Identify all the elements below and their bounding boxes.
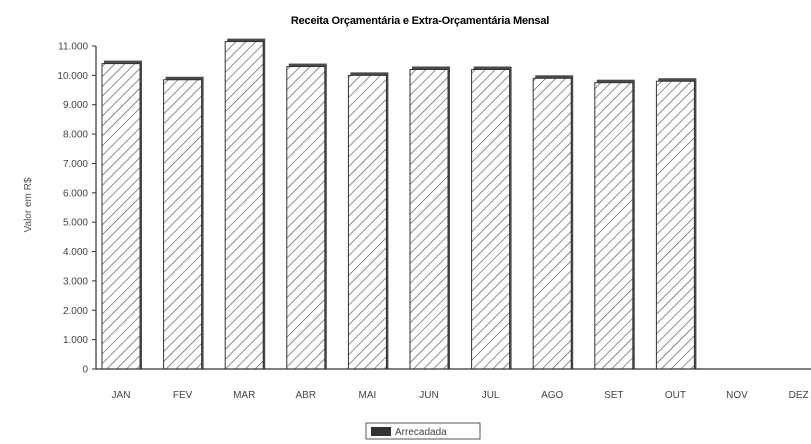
y-tick-label: 1.000 — [63, 335, 88, 346]
y-tick-label: 5.000 — [63, 218, 88, 229]
x-tick-label-mar: MAR — [233, 390, 255, 401]
y-tick-label: 3.000 — [63, 276, 88, 287]
x-tick-label-abr: ABR — [296, 390, 317, 401]
bar-fev — [163, 79, 203, 370]
y-tick-label: 4.000 — [63, 247, 88, 258]
bar-jan — [101, 63, 141, 370]
y-tick-label: 11.000 — [58, 42, 88, 53]
x-axis-labels: JAN FEV MAR ABR MAI JUN JUL AGO SET OUT NOV DEZ — [112, 390, 809, 401]
bar-jul — [471, 68, 511, 370]
y-tick-label: 7.000 — [63, 159, 88, 170]
y-tick-label: 8.000 — [63, 130, 88, 141]
bar-abr — [286, 66, 326, 370]
bar-set — [594, 82, 634, 370]
y-tick-label: 0 — [82, 365, 88, 376]
x-tick-label-mai: MAI — [359, 390, 377, 401]
legend-swatch-arrecadada — [371, 427, 391, 436]
y-axis-ticks: 0 1.000 2.000 3.000 4.000 5.000 6.000 7.000 8.00… — [57, 42, 96, 376]
bars — [101, 38, 697, 370]
y-tick-label: 6.000 — [63, 188, 88, 199]
x-tick-label-jun: JUN — [419, 390, 438, 401]
x-tick-label-nov: NOV — [726, 390, 748, 401]
bar-mai — [347, 74, 387, 370]
x-tick-label-fev: FEV — [173, 390, 193, 401]
x-tick-label-set: SET — [604, 390, 623, 401]
x-tick-label-dez: DEZ — [789, 390, 809, 401]
x-tick-label-out: OUT — [665, 390, 686, 401]
x-tick-label-jan: JAN — [112, 390, 131, 401]
legend-label-arrecadada: Arrecadada — [395, 427, 447, 438]
bar-mar — [224, 41, 264, 370]
y-axis-label: Valor em R$ — [23, 177, 34, 232]
bar-out — [655, 80, 695, 370]
y-tick-label: 2.000 — [63, 306, 88, 317]
y-tick-label: 10.000 — [57, 71, 88, 82]
bar-ago — [532, 77, 572, 370]
x-tick-label-jul: JUL — [482, 390, 500, 401]
bar-jun — [409, 68, 449, 370]
chart-title: Receita Orçamentária e Extra-Orçamentári… — [291, 15, 549, 27]
y-tick-label: 9.000 — [63, 100, 88, 111]
legend: Arrecadada — [365, 422, 481, 440]
x-tick-label-ago: AGO — [541, 390, 563, 401]
